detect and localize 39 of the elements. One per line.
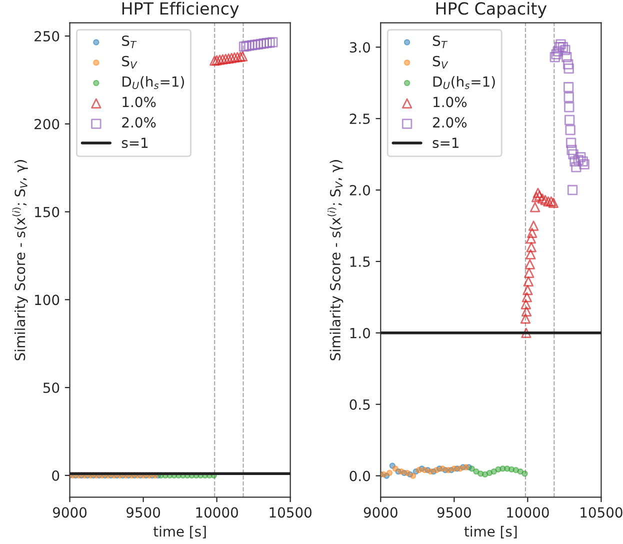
y-tick-label: 3.0 bbox=[350, 42, 370, 53]
y-axis-title: Similarity Score - s(x$^{(i)}$; S$_{V}$, γ) bbox=[328, 160, 344, 360]
x-tick-label: 10500 bbox=[270, 507, 312, 518]
chart-title: HPT Efficiency bbox=[122, 2, 239, 18]
legend-label: s=1 bbox=[122, 138, 148, 148]
y-tick-label: 150 bbox=[35, 206, 60, 218]
legend-label: D$_{U}$(h$_{s}$=1) bbox=[122, 76, 184, 90]
y-tick-label: 200 bbox=[34, 118, 60, 130]
legend-label: S$_{T}$ bbox=[122, 35, 137, 48]
x-axis-title: time [s] bbox=[153, 526, 206, 538]
legend-label: S$_{V}$ bbox=[432, 56, 448, 68]
legend-label: 2.0% bbox=[122, 117, 156, 128]
x-tick-label: 9000 bbox=[52, 507, 87, 518]
legend-label: s=1 bbox=[432, 138, 458, 148]
legend-label: 2.0% bbox=[433, 117, 467, 128]
y-tick-label: 100 bbox=[35, 294, 60, 306]
y-tick-label: 0.0 bbox=[350, 470, 370, 482]
legend-label: D$_{U}$(h$_{s}$=1) bbox=[433, 76, 495, 90]
x-axis-title: time [s] bbox=[464, 526, 517, 538]
y-tick-label: 250 bbox=[34, 31, 60, 42]
y-tick-label: 1.0 bbox=[350, 328, 370, 338]
x-tick-label: 9500 bbox=[437, 507, 471, 518]
y-axis-title: Similarity Score - s(x$^{(i)}$; S$_{V}$, γ) bbox=[12, 160, 28, 360]
legend-label: S$_{V}$ bbox=[122, 56, 138, 68]
chart-title: HPC Capacity bbox=[436, 2, 547, 18]
y-tick-label: 0 bbox=[52, 470, 60, 481]
x-tick-label: 9000 bbox=[364, 507, 398, 518]
x-tick-label: 10500 bbox=[580, 507, 622, 518]
x-tick-label: 10000 bbox=[507, 507, 549, 518]
y-tick-label: 2.0 bbox=[350, 184, 370, 196]
x-tick-label: 10000 bbox=[196, 507, 238, 518]
y-tick-label: 2.5 bbox=[350, 114, 370, 124]
legend-label: S$_{T}$ bbox=[432, 35, 448, 48]
y-tick-label: 1.5 bbox=[350, 256, 370, 267]
x-tick-label: 9500 bbox=[126, 507, 160, 518]
y-tick-label: 50 bbox=[43, 382, 60, 394]
legend-label: 1.0% bbox=[122, 96, 156, 108]
y-tick-label: 0.5 bbox=[350, 399, 370, 410]
legend-label: 1.0% bbox=[434, 96, 467, 108]
